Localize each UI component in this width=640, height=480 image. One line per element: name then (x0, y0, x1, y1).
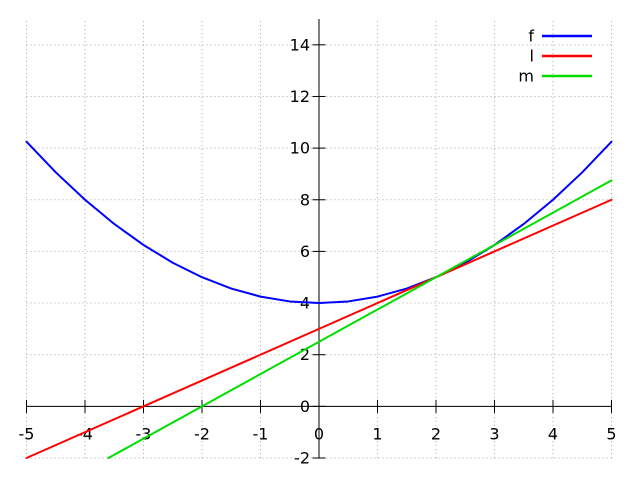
x-tick-label: -2 (194, 424, 210, 443)
y-tick-label: 10 (290, 139, 310, 158)
y-tick-label: 14 (290, 35, 310, 54)
legend-label-l: l (530, 47, 534, 66)
x-tick-label: 5 (606, 424, 616, 443)
x-tick-label: 4 (548, 424, 558, 443)
y-tick-label: 6 (300, 242, 310, 261)
x-tick-label: 0 (314, 424, 324, 443)
series-l-line (25, 198, 613, 459)
legend-label-m: m (518, 67, 534, 86)
x-tick-label: 1 (372, 424, 382, 443)
x-tick-label: 3 (489, 424, 499, 443)
x-tick-label: -1 (253, 424, 269, 443)
y-tick-label: 8 (300, 190, 310, 209)
series-f-line (25, 140, 613, 305)
x-tick-label: -5 (19, 424, 35, 443)
x-tick-label: 2 (431, 424, 441, 443)
y-tick-label: 2 (300, 345, 310, 364)
y-tick-label: -2 (294, 449, 310, 468)
x-tick-label: -3 (136, 424, 152, 443)
series-m-line (107, 179, 613, 459)
y-tick-label: 12 (290, 87, 310, 106)
legend-label-f: f (528, 27, 534, 46)
y-tick-label: 0 (300, 397, 310, 416)
x-tick-label: -4 (77, 424, 93, 443)
